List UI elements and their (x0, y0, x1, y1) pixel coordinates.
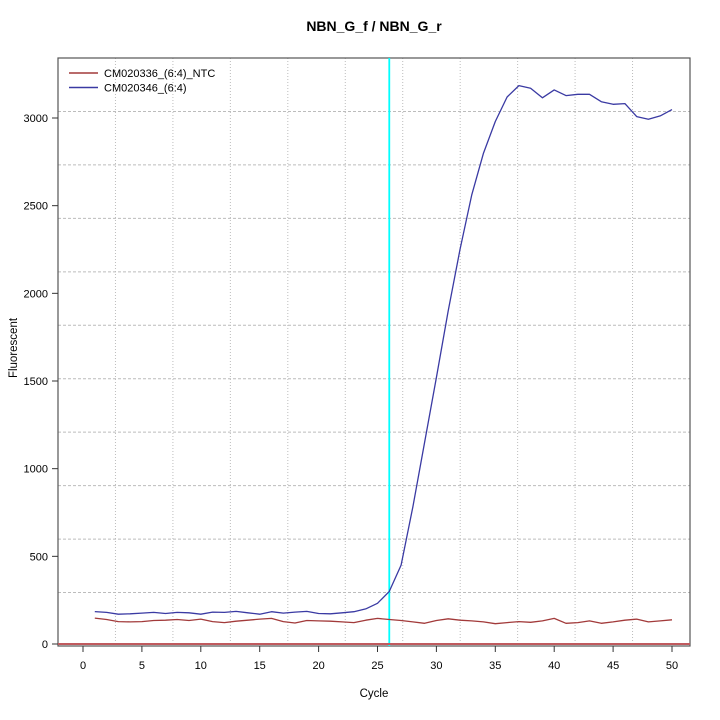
x-tick-label: 30 (430, 660, 442, 672)
marker-lines (58, 58, 690, 646)
sample-curve (94, 84, 673, 615)
series-curves (94, 84, 673, 625)
y-tick-label: 2500 (24, 201, 48, 213)
legend-label-ntc: CM020336_(6:4)_NTC (104, 68, 215, 80)
y-tick-label: 2000 (24, 288, 48, 300)
y-tick-label: 500 (30, 551, 48, 563)
x-tick-label: 40 (548, 660, 560, 672)
y-tick-label: 1500 (24, 376, 48, 388)
legend: CM020336_(6:4)_NTC CM020346_(6:4) (69, 68, 215, 95)
ntc-curve (94, 617, 673, 625)
legend-label-sample: CM020346_(6:4) (104, 83, 187, 95)
x-tick-label: 35 (489, 660, 501, 672)
x-tick-label: 10 (195, 660, 207, 672)
x-tick-label: 0 (80, 660, 86, 672)
y-tick-label: 3000 (24, 113, 48, 125)
x-tick-label: 45 (607, 660, 619, 672)
axis-ticks: 0 5 10 15 20 25 30 35 40 45 5005001000150020002500… (24, 113, 679, 672)
x-tick-label: 20 (312, 660, 324, 672)
x-axis-label: Cycle (360, 688, 389, 700)
chart-title: NBN_G_f / NBN_G_r (306, 18, 442, 34)
gridlines (58, 58, 690, 646)
x-tick-label: 15 (254, 660, 266, 672)
y-tick-label: 0 (42, 639, 48, 651)
y-axis-label: Fluorescent (8, 317, 20, 378)
plot-box (57, 57, 691, 647)
x-tick-label: 25 (371, 660, 383, 672)
x-tick-label: 50 (666, 660, 678, 672)
x-tick-label: 5 (139, 660, 145, 672)
y-tick-label: 1000 (24, 464, 48, 476)
